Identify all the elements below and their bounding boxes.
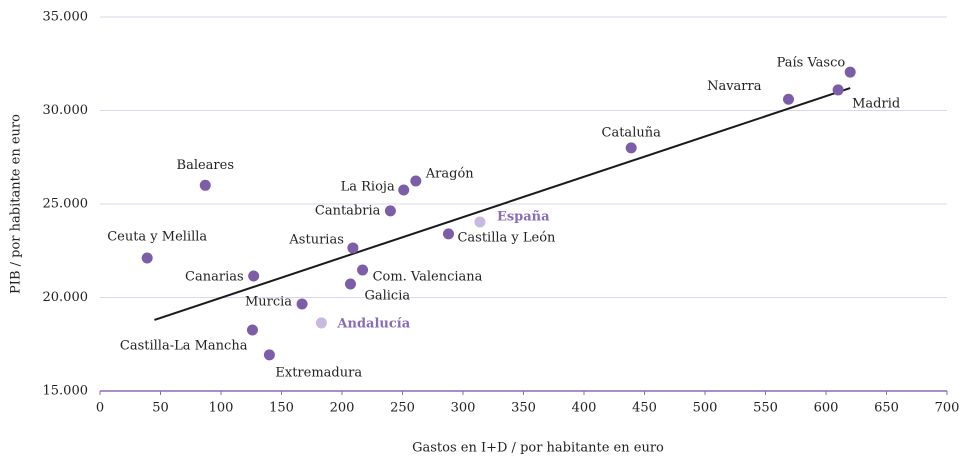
- point: [296, 298, 308, 310]
- point: [263, 349, 275, 361]
- point: [410, 175, 422, 187]
- point-label: Extremadura: [275, 365, 362, 380]
- point-label: Baleares: [177, 158, 234, 173]
- point-label: España: [497, 209, 550, 224]
- point-label: Navarra: [707, 79, 762, 94]
- x-tick-label: 200: [330, 401, 355, 416]
- x-tick-label: 700: [935, 401, 960, 416]
- point-label: Castilla-La Mancha: [120, 339, 248, 354]
- point: [832, 84, 844, 96]
- trendline: [154, 87, 851, 321]
- y-axis-label: PIB / por habitante en euro: [9, 114, 24, 294]
- point-label: Asturias: [288, 232, 343, 247]
- x-tick-label: 300: [451, 401, 476, 416]
- point-label: Andalucía: [336, 316, 410, 331]
- point-label: Castilla y León: [457, 230, 556, 245]
- x-axis-label: Gastos en I+D / por habitante en euro: [412, 441, 664, 456]
- point: [141, 252, 153, 264]
- x-tick-label: 100: [209, 401, 234, 416]
- x-tick-label: 650: [874, 401, 899, 416]
- x-tick-label: 150: [269, 401, 294, 416]
- y-tick-label: 35.000: [43, 10, 89, 25]
- point-label: Cantabria: [315, 203, 381, 218]
- point: [199, 179, 211, 191]
- point: [398, 184, 410, 196]
- x-tick-label: 400: [572, 401, 597, 416]
- x-tick-label: 600: [814, 401, 839, 416]
- y-tick-label: 20.000: [43, 290, 89, 305]
- point: [384, 205, 396, 217]
- y-tick-label: 15.000: [43, 384, 89, 399]
- point-label: Com. Valenciana: [373, 270, 483, 285]
- point-label: Aragón: [425, 166, 475, 181]
- x-tick-label: 0: [96, 401, 104, 416]
- x-tick-label: 50: [152, 401, 169, 416]
- y-tick-label: 30.000: [43, 103, 89, 118]
- point: [315, 317, 327, 329]
- point: [344, 278, 356, 290]
- point: [357, 264, 369, 276]
- x-tick-label: 250: [390, 401, 415, 416]
- point: [442, 228, 454, 240]
- x-tick-label: 550: [753, 401, 778, 416]
- x-tick-label: 350: [511, 401, 536, 416]
- point: [625, 142, 637, 154]
- point: [347, 242, 359, 254]
- point-label: Ceuta y Melilla: [107, 230, 207, 245]
- point-label: Madrid: [852, 96, 900, 111]
- point: [844, 66, 856, 78]
- point: [246, 324, 258, 336]
- point: [474, 216, 486, 228]
- y-tick-label: 25.000: [43, 197, 89, 212]
- point-label: Canarias: [185, 269, 244, 284]
- x-tick-label: 450: [632, 401, 657, 416]
- point: [248, 270, 260, 282]
- point-label: Murcia: [245, 295, 292, 310]
- point-label: Cataluña: [602, 125, 662, 140]
- x-tick-label: 500: [693, 401, 718, 416]
- point-label: Galicia: [364, 289, 410, 304]
- point: [782, 93, 794, 105]
- point-label: La Rioja: [341, 179, 395, 194]
- point-label: País Vasco: [777, 56, 846, 71]
